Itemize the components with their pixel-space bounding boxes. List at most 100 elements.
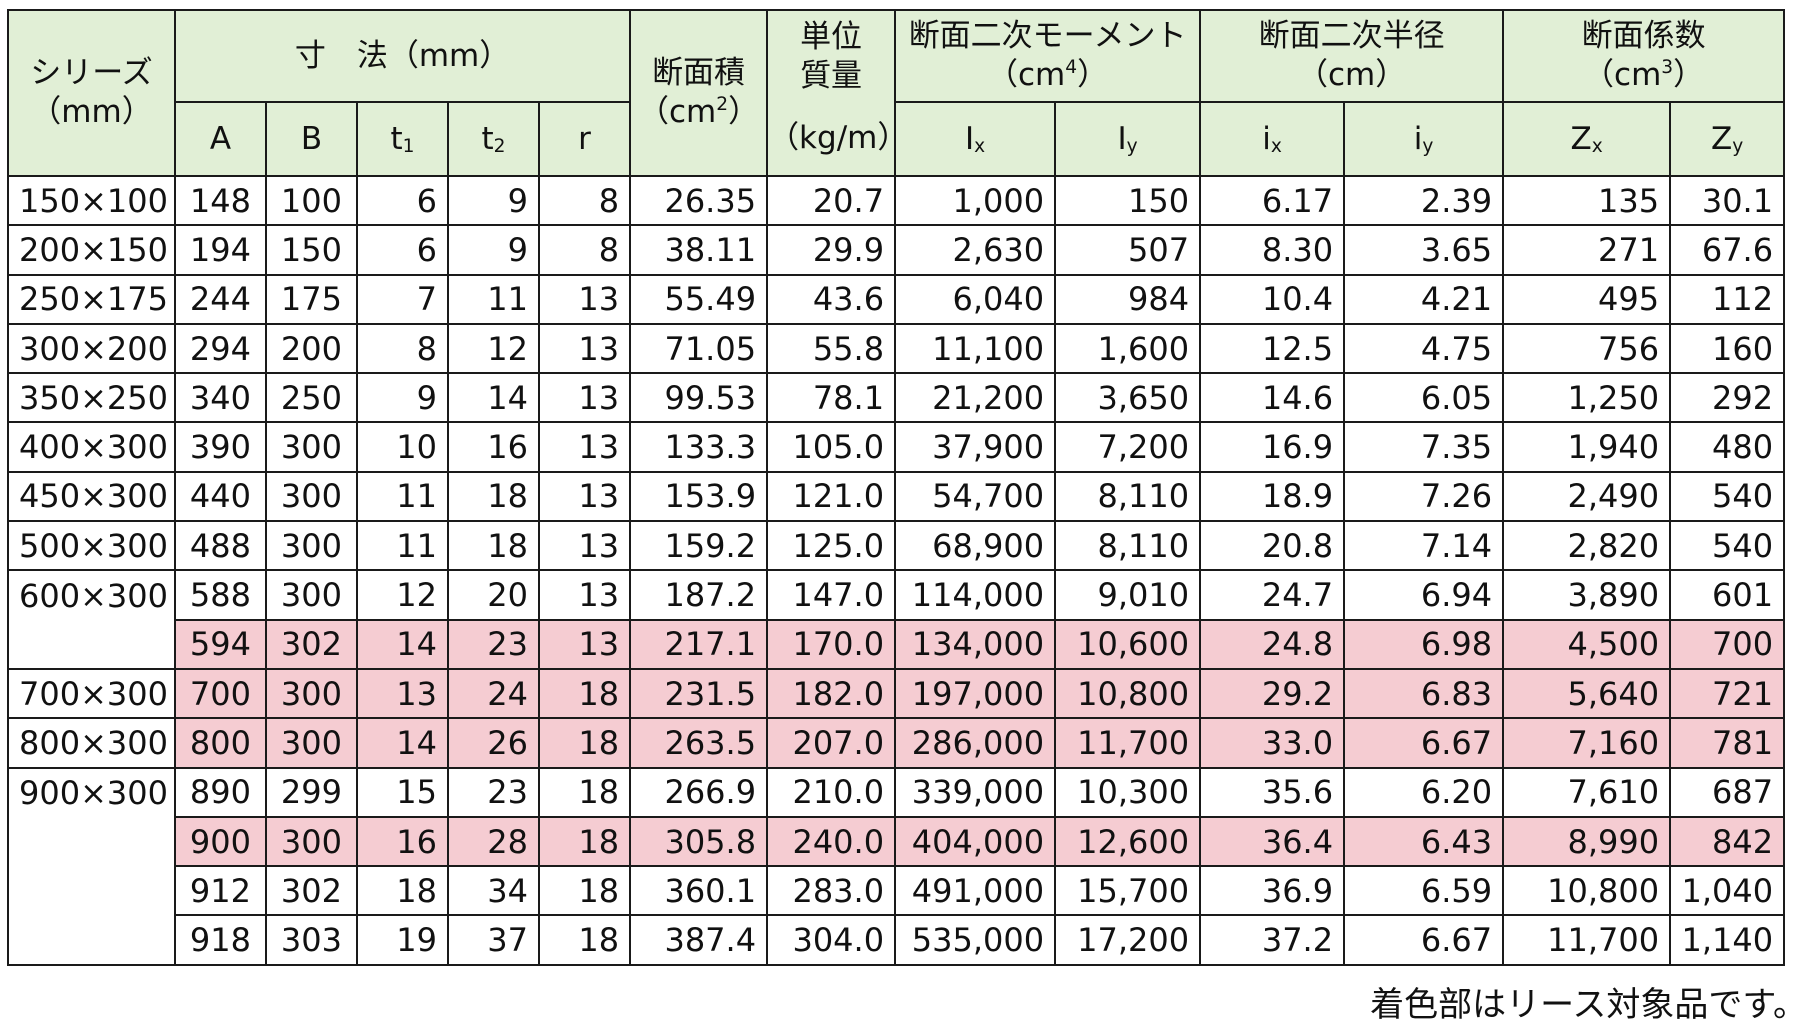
cell-r: 8 <box>539 176 630 225</box>
col-header-iy: iy <box>1344 102 1503 176</box>
cell-series: 250×175 <box>8 275 175 324</box>
col-header-A: A <box>175 102 266 176</box>
cell-Zx: 756 <box>1503 324 1670 373</box>
cell-t2: 37 <box>448 915 539 964</box>
cell-t1: 16 <box>357 817 448 866</box>
header-moment: 断面二次モーメント （cm4） <box>895 10 1200 102</box>
col-header-ix: ix <box>1200 102 1344 176</box>
cell-r: 8 <box>539 225 630 274</box>
header-series: シリーズ （mm） <box>8 10 175 176</box>
cell-B: 299 <box>266 768 357 817</box>
header-area: 断面積 （cm2） <box>630 10 767 176</box>
table-row: 900×300 890 299 15 23 18 266.9 210.0 339,000 10,3… <box>8 768 1784 817</box>
cell-B: 300 <box>266 669 357 718</box>
cell-Iy: 12,600 <box>1055 817 1200 866</box>
cell-area: 153.9 <box>630 472 767 521</box>
cell-ix: 16.9 <box>1200 422 1344 471</box>
cell-Zy: 781 <box>1670 718 1784 767</box>
cell-t2: 28 <box>448 817 539 866</box>
cell-weight: 283.0 <box>767 866 895 915</box>
cell-Iy: 10,300 <box>1055 768 1200 817</box>
cell-Zx: 11,700 <box>1503 915 1670 964</box>
cell-Iy: 15,700 <box>1055 866 1200 915</box>
cell-r: 13 <box>539 373 630 422</box>
cell-Ix: 286,000 <box>895 718 1055 767</box>
cell-Zx: 2,490 <box>1503 472 1670 521</box>
cell-weight: 304.0 <box>767 915 895 964</box>
header-radius-unit: （cm） <box>1201 56 1502 95</box>
cell-Iy: 7,200 <box>1055 422 1200 471</box>
cell-r: 13 <box>539 620 630 669</box>
cell-t2: 9 <box>448 225 539 274</box>
cell-Iy: 10,800 <box>1055 669 1200 718</box>
cell-A: 700 <box>175 669 266 718</box>
cell-iy: 6.83 <box>1344 669 1503 718</box>
cell-t1: 7 <box>357 275 448 324</box>
cell-Ix: 68,900 <box>895 521 1055 570</box>
cell-iy: 6.94 <box>1344 570 1503 619</box>
header-modulus-label: 断面係数 <box>1504 17 1783 56</box>
cell-ix: 6.17 <box>1200 176 1344 225</box>
cell-t1: 10 <box>357 422 448 471</box>
cell-series: 700×300 <box>8 669 175 718</box>
cell-iy: 4.75 <box>1344 324 1503 373</box>
cell-t1: 11 <box>357 472 448 521</box>
cell-Iy: 150 <box>1055 176 1200 225</box>
cell-t1: 14 <box>357 620 448 669</box>
col-header-t2: t2 <box>448 102 539 176</box>
cell-t2: 14 <box>448 373 539 422</box>
cell-Ix: 21,200 <box>895 373 1055 422</box>
header-area-unit: （cm2） <box>631 93 766 132</box>
cell-t2: 16 <box>448 422 539 471</box>
cell-Zx: 7,610 <box>1503 768 1670 817</box>
cell-iy: 6.67 <box>1344 718 1503 767</box>
cell-A: 800 <box>175 718 266 767</box>
cell-Zx: 1,940 <box>1503 422 1670 471</box>
cell-B: 300 <box>266 521 357 570</box>
cell-A: 488 <box>175 521 266 570</box>
header-radius: 断面二次半径 （cm） <box>1200 10 1503 102</box>
cell-series: 350×250 <box>8 373 175 422</box>
cell-Iy: 507 <box>1055 225 1200 274</box>
table-body: 150×100 148 100 6 9 8 26.35 20.7 1,000 150 6.17 2.3… <box>8 176 1784 965</box>
table-row: 400×300 390 300 10 16 13 133.3 105.0 37,900 7,200… <box>8 422 1784 471</box>
cell-weight: 147.0 <box>767 570 895 619</box>
cell-Zy: 1,140 <box>1670 915 1784 964</box>
cell-ix: 8.30 <box>1200 225 1344 274</box>
cell-r: 13 <box>539 422 630 471</box>
cell-Zy: 67.6 <box>1670 225 1784 274</box>
cell-r: 13 <box>539 324 630 373</box>
cell-iy: 7.35 <box>1344 422 1503 471</box>
cell-iy: 2.39 <box>1344 176 1503 225</box>
cell-r: 18 <box>539 718 630 767</box>
cell-area: 38.11 <box>630 225 767 274</box>
cell-Ix: 491,000 <box>895 866 1055 915</box>
cell-t2: 11 <box>448 275 539 324</box>
cell-ix: 35.6 <box>1200 768 1344 817</box>
table-row: 800×300 800 300 14 26 18 263.5 207.0 286,000 11,7… <box>8 718 1784 767</box>
cell-weight: 170.0 <box>767 620 895 669</box>
table-row: 918 303 19 37 18 387.4 304.0 535,000 17,200 37.2 6… <box>8 915 1784 964</box>
cell-Ix: 404,000 <box>895 817 1055 866</box>
cell-A: 390 <box>175 422 266 471</box>
cell-Zy: 112 <box>1670 275 1784 324</box>
cell-Zy: 30.1 <box>1670 176 1784 225</box>
table-row: 600×300 588 300 12 20 13 187.2 147.0 114,000 9,01… <box>8 570 1784 619</box>
cell-series: 400×300 <box>8 422 175 471</box>
header-series-unit: （mm） <box>9 93 174 132</box>
header-weight: 単位 質量 <box>767 10 895 102</box>
cell-B: 250 <box>266 373 357 422</box>
cell-ix: 12.5 <box>1200 324 1344 373</box>
cell-t2: 9 <box>448 176 539 225</box>
col-header-Zx: Zx <box>1503 102 1670 176</box>
cell-A: 890 <box>175 768 266 817</box>
cell-ix: 24.7 <box>1200 570 1344 619</box>
cell-area: 99.53 <box>630 373 767 422</box>
cell-series: 900×300 <box>8 768 175 817</box>
header-area-label: 断面積 <box>631 54 766 93</box>
cell-Ix: 1,000 <box>895 176 1055 225</box>
cell-Zx: 3,890 <box>1503 570 1670 619</box>
cell-Zy: 160 <box>1670 324 1784 373</box>
cell-r: 13 <box>539 570 630 619</box>
cell-ix: 37.2 <box>1200 915 1344 964</box>
